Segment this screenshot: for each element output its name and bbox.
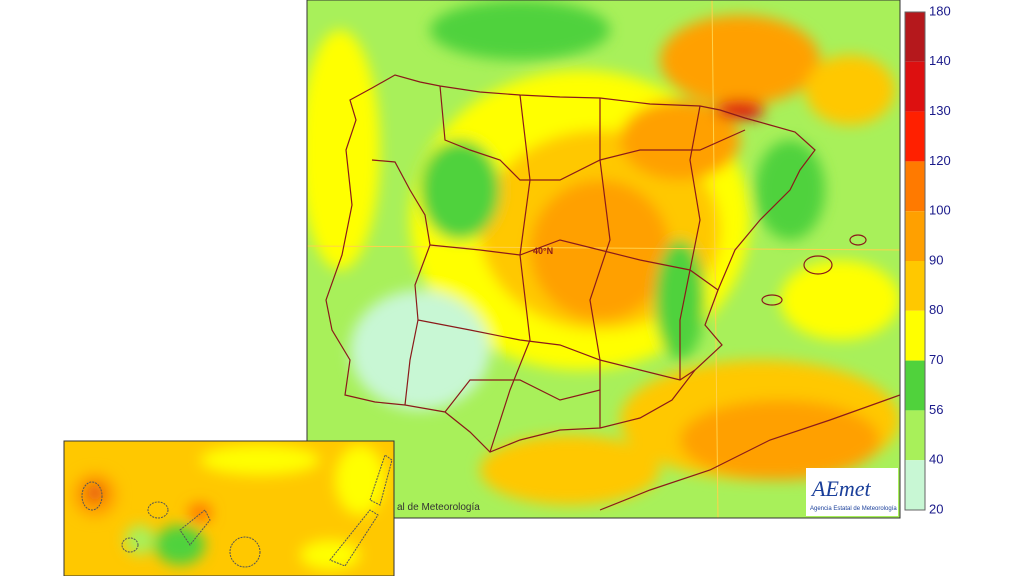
gust-field-shape [620,100,740,180]
legend-swatch [905,111,925,162]
legend-swatch [905,211,925,261]
logo-box [806,468,898,516]
meridian [711,0,719,518]
legend-swatch [905,261,925,311]
borders-shape [589,98,611,428]
borders-shape [429,239,719,291]
parallel [307,245,900,251]
gust-field-shape [420,140,500,240]
legend-label: 120 [929,153,951,168]
legend-frame [904,11,926,511]
islands-shape [329,509,379,567]
gust-field-shape [780,260,900,340]
gust-field-shape [430,0,610,60]
logo-subtitle: Agencia Estatal de Meteorología [810,506,897,512]
longitude-label: 0° [713,520,722,530]
gust-field-shape [655,240,705,360]
main-frame [306,0,901,519]
inset-field-shape [155,525,205,565]
legend-swatch [905,310,925,361]
islands [81,454,393,568]
islands-shape [81,481,103,511]
logo-name: AEmet [810,476,872,501]
legend-label: 130 [929,103,951,118]
gust-field-shape [660,15,820,105]
borders-shape [489,94,531,453]
legend-label: 140 [929,53,951,68]
legend-label: 20 [929,501,943,516]
borders-shape [417,319,696,381]
inset-field-shape [87,485,103,501]
legend-label: 100 [929,203,951,218]
inset-field [73,445,385,570]
gust-field-shape [715,100,765,120]
borders [325,74,900,511]
legend-swatch [905,61,925,112]
inset-field-shape [335,445,385,515]
gust-field-shape [307,30,380,270]
canary-inset [64,441,394,576]
islands-shape [229,536,261,568]
legend-label: 90 [929,252,943,267]
gust-field [307,0,900,505]
borders-shape [439,85,746,181]
borders-shape [761,294,783,306]
gust-field-shape [480,435,660,505]
latitude-label: 40°N [533,246,553,256]
inset-field-shape [188,503,212,523]
islands-shape [147,501,169,519]
legend-label: 40 [929,452,943,467]
borders-shape [325,74,816,453]
inset-field-shape [300,540,360,570]
legend: 180 140 130 120 100 90 80 70 56 40 20 [904,3,951,516]
borders-shape [599,394,900,511]
legend-swatch [905,12,925,62]
legend-label: 80 [929,302,943,317]
borders-shape [803,255,833,275]
credit: al de Meteorología [397,502,480,513]
inset-field-shape [125,525,155,555]
borders-shape [849,234,867,246]
islands-shape [369,454,393,506]
legend-swatch [905,410,925,461]
legend-swatch [905,460,925,510]
legend-swatch [905,360,925,411]
inset-field-shape [200,445,320,475]
main-map: 40°N 0° AEmet Agencia Estatal de Meteoro… [307,0,900,530]
islands-shape [179,509,211,546]
islands-shape [121,537,139,553]
gust-field-shape [350,290,490,410]
legend-label: 70 [929,352,943,367]
legend-label: 180 [929,3,951,18]
borders-shape [679,105,701,380]
legend-swatch [905,161,925,212]
legend-label: 56 [929,402,943,417]
gust-field-shape [805,55,895,125]
inset-frame [63,440,395,576]
borders-shape [444,379,601,413]
